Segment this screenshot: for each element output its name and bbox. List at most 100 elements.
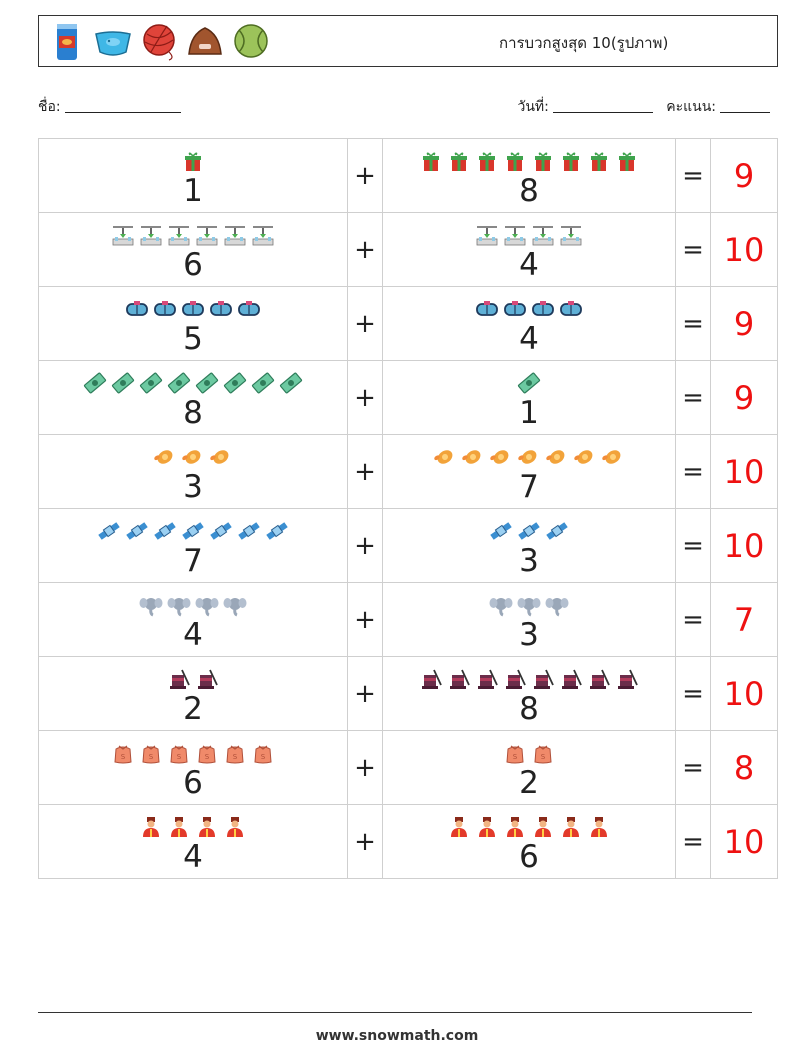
guard-icon <box>199 816 215 837</box>
gift-icon <box>185 152 201 171</box>
header-box: การบวกสูงสุด 10(รูปภาพ) <box>38 15 778 67</box>
lab-icon <box>252 225 274 245</box>
elephant-icon <box>139 597 163 616</box>
guard-icon <box>535 816 551 837</box>
plus-sign: + <box>347 804 383 879</box>
lab-icon <box>504 225 526 245</box>
addend-a: 1 <box>183 172 203 209</box>
answer: 9 <box>710 286 778 361</box>
tennis-ball-icon <box>234 24 268 58</box>
addend-b: 8 <box>519 172 539 209</box>
addend-a: 2 <box>183 690 203 727</box>
money-icon <box>167 372 191 393</box>
addend-b-icons <box>383 297 675 323</box>
magic-hat-icon <box>422 669 442 689</box>
lab-icon <box>476 225 498 245</box>
answer: 9 <box>710 360 778 435</box>
answer: 10 <box>710 434 778 509</box>
addend-a: 6 <box>183 246 203 283</box>
addend-b-icons <box>383 593 675 619</box>
addend-a: 5 <box>183 320 203 357</box>
answer: 10 <box>710 508 778 583</box>
sack-icon: S <box>506 745 524 763</box>
elephant-icon <box>545 597 569 616</box>
problem-row: 8 +1 = 9 <box>38 360 778 435</box>
plus-sign: + <box>347 434 383 509</box>
addend-a: 3 <box>183 468 203 505</box>
gift-icon <box>563 152 579 171</box>
score-blank[interactable] <box>720 98 770 113</box>
addend-b-cell: 4 <box>382 286 676 361</box>
equals-sign: = <box>675 656 711 731</box>
vr-goggles-icon <box>126 300 148 316</box>
pet-bed-icon <box>188 27 222 55</box>
equals-sign: = <box>675 730 711 805</box>
problem-row: 6 +4 = 10 <box>38 212 778 287</box>
addend-b-icons <box>383 223 675 249</box>
addend-b-icons <box>383 519 675 545</box>
vr-goggles-icon <box>210 300 232 316</box>
vr-goggles-icon <box>560 300 582 316</box>
date-score-field: วันที่: คะแนน: <box>517 96 770 118</box>
addend-a-cell: 1 <box>38 138 348 213</box>
addend-a-icons <box>39 445 347 471</box>
addend-b: 3 <box>519 542 539 579</box>
pacifier-icon <box>210 449 229 464</box>
addend-a-cell: 5 <box>38 286 348 361</box>
pacifier-icon <box>574 449 593 464</box>
magic-hat-icon <box>478 669 498 689</box>
elephant-icon <box>195 597 219 616</box>
sack-icon: S <box>198 745 216 763</box>
yarn-ball-icon <box>143 24 175 61</box>
equals-sign: = <box>675 286 711 361</box>
vr-goggles-icon <box>238 300 260 316</box>
name-label: ชื่อ: <box>38 99 61 115</box>
answer: 10 <box>710 804 778 879</box>
problem-row: 3 +7 = 10 <box>38 434 778 509</box>
pacifier-icon <box>182 449 201 464</box>
date-blank[interactable] <box>552 98 653 113</box>
magic-hat-icon <box>506 669 526 689</box>
pacifier-icon <box>546 449 565 464</box>
addend-b: 4 <box>519 320 539 357</box>
addend-a: 7 <box>183 542 203 579</box>
addend-a: 6 <box>183 764 203 801</box>
addend-b-icons <box>383 445 675 471</box>
addend-a-icons <box>39 223 347 249</box>
plus-sign: + <box>347 212 383 287</box>
svg-text:S: S <box>261 753 266 761</box>
money-icon <box>251 372 275 393</box>
lab-icon <box>532 225 554 245</box>
lab-icon <box>560 225 582 245</box>
plus-sign: + <box>347 508 383 583</box>
satellite-icon <box>238 521 260 540</box>
elephant-icon <box>167 597 191 616</box>
gift-icon <box>507 152 523 171</box>
plus-sign: + <box>347 360 383 435</box>
gift-icon <box>619 152 635 171</box>
lab-icon <box>224 225 246 245</box>
answer: 8 <box>710 730 778 805</box>
satellite-icon <box>154 521 176 540</box>
guard-icon <box>563 816 579 837</box>
guard-icon <box>591 816 607 837</box>
sack-icon: S <box>114 745 132 763</box>
sack-icon: S <box>226 745 244 763</box>
addend-b-cell: 6 <box>382 804 676 879</box>
equals-sign: = <box>675 582 711 657</box>
problem-row: 7 +3 = 10 <box>38 508 778 583</box>
name-blank[interactable] <box>64 98 181 113</box>
addend-b-cell: 4 <box>382 212 676 287</box>
vr-goggles-icon <box>154 300 176 316</box>
plus-sign: + <box>347 656 383 731</box>
plus-sign: + <box>347 286 383 361</box>
pacifier-icon <box>154 449 173 464</box>
money-icon <box>517 372 541 393</box>
satellite-icon <box>490 521 512 540</box>
answer: 10 <box>710 212 778 287</box>
gift-icon <box>423 152 439 171</box>
magic-hat-icon <box>618 669 638 689</box>
addend-a-cell: 3 <box>38 434 348 509</box>
header-icons <box>47 20 271 62</box>
